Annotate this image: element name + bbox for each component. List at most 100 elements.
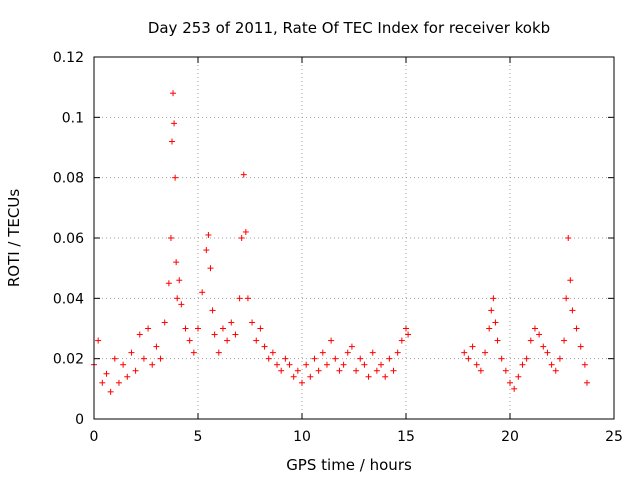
data-point — [565, 235, 572, 241]
data-point — [95, 337, 102, 344]
data-point — [176, 277, 183, 284]
data-point — [186, 337, 193, 344]
y-tick-label: 0 — [75, 412, 84, 428]
data-point — [257, 325, 264, 332]
data-point — [390, 367, 397, 374]
data-point — [348, 343, 355, 350]
data-point — [556, 355, 563, 362]
data-point — [344, 349, 351, 356]
data-point — [577, 343, 584, 350]
data-point — [461, 349, 468, 356]
data-point — [128, 349, 135, 356]
data-point — [157, 355, 164, 362]
data-point — [249, 319, 256, 326]
x-tick-label: 15 — [397, 429, 415, 445]
data-point — [540, 343, 547, 350]
data-point — [178, 301, 185, 308]
data-point — [573, 325, 580, 332]
data-point — [332, 355, 339, 362]
axis-ticks: 0 5 10 15 20 25 0 0.02 0.04 0.06 0.08 0.1 0.12 — [53, 50, 623, 445]
data-points — [91, 90, 590, 395]
data-point — [145, 325, 152, 332]
data-point — [405, 331, 412, 338]
data-point — [153, 343, 160, 350]
data-point — [261, 343, 268, 350]
data-point — [209, 307, 216, 314]
data-point — [161, 319, 168, 326]
data-point — [494, 337, 501, 344]
data-point — [99, 379, 106, 386]
data-point — [319, 349, 326, 356]
data-point — [527, 337, 534, 344]
data-point — [171, 120, 178, 127]
data-point — [583, 379, 590, 386]
data-point — [282, 355, 289, 362]
data-point — [394, 349, 401, 356]
data-point — [278, 367, 285, 374]
data-point — [174, 295, 181, 302]
data-point — [140, 355, 147, 362]
data-point — [465, 355, 472, 362]
data-point — [490, 295, 497, 302]
data-point — [507, 379, 513, 386]
data-point — [228, 319, 235, 326]
x-axis-label: GPS time / hours — [286, 456, 412, 474]
data-point — [124, 373, 131, 380]
data-point — [469, 343, 476, 350]
x-tick-label: 10 — [293, 429, 311, 445]
y-tick-label: 0.04 — [53, 291, 84, 307]
data-point — [373, 367, 380, 374]
chart-title: Day 253 of 2011, Rate Of TEC Index for r… — [148, 19, 550, 37]
data-point — [486, 325, 493, 332]
data-point — [492, 319, 499, 326]
data-point — [382, 373, 389, 380]
data-point — [169, 138, 175, 145]
y-tick-label: 0.06 — [53, 231, 84, 247]
data-point — [511, 385, 518, 392]
data-point — [182, 325, 189, 332]
data-point — [190, 349, 197, 356]
data-point — [369, 349, 376, 356]
data-point — [328, 337, 335, 344]
data-point — [236, 295, 243, 302]
data-point — [515, 373, 522, 380]
data-point — [403, 325, 409, 332]
data-point — [561, 337, 568, 344]
data-point — [238, 235, 245, 241]
data-point — [353, 367, 360, 374]
data-point — [357, 355, 364, 362]
data-point — [523, 355, 530, 362]
data-point — [303, 361, 310, 368]
data-point — [107, 388, 114, 395]
data-point — [482, 349, 489, 356]
data-point — [219, 325, 226, 332]
data-point — [170, 90, 177, 97]
y-tick-label: 0.02 — [53, 352, 84, 368]
data-point — [167, 235, 174, 241]
data-point — [173, 259, 180, 266]
data-point — [274, 361, 281, 368]
data-point — [111, 355, 118, 362]
data-point — [473, 361, 480, 368]
data-point — [165, 280, 172, 287]
data-point — [488, 307, 495, 314]
data-point — [115, 379, 122, 386]
data-point — [361, 361, 368, 368]
y-tick-label: 0.12 — [53, 50, 84, 66]
data-point — [172, 174, 179, 181]
data-point — [398, 337, 405, 344]
data-point — [519, 361, 526, 368]
x-tick-label: 5 — [194, 429, 203, 445]
data-point — [265, 355, 272, 362]
grid-lines — [94, 57, 614, 419]
data-point — [477, 367, 484, 374]
data-point — [203, 247, 210, 254]
data-point — [103, 370, 110, 377]
data-point — [207, 265, 214, 272]
data-point — [307, 373, 314, 380]
data-point — [531, 325, 538, 332]
data-point — [244, 295, 251, 302]
data-point — [544, 349, 551, 356]
y-tick-label: 0.08 — [53, 171, 84, 187]
data-point — [569, 307, 576, 314]
